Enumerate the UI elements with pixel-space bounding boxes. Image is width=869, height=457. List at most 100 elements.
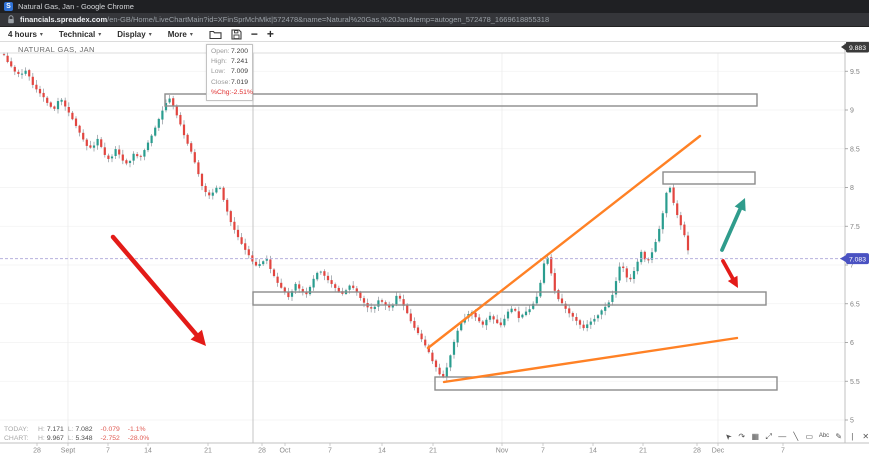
display-label: Display	[117, 29, 146, 39]
rectangle-tool-icon[interactable]: ▭	[805, 432, 814, 441]
svg-text:6.5: 6.5	[850, 301, 860, 308]
svg-text:21: 21	[429, 448, 437, 455]
svg-text:21: 21	[204, 448, 212, 455]
chart-change: -2.752	[100, 434, 120, 442]
drawings	[110, 93, 778, 391]
ohlc-low-row: Low: 7.009	[211, 67, 248, 77]
svg-text:28: 28	[33, 448, 41, 455]
display-dropdown[interactable]: Display ▾	[117, 30, 151, 39]
last-price-badge: 7.083	[849, 256, 866, 263]
session-legend: TODAY: H: 7.171 L: 7.082 -0.079 -1.1% CHART: H:…	[4, 426, 149, 443]
chart-symbol-title: NATURAL GAS, JAN	[18, 45, 95, 54]
chevron-down-icon: ▾	[39, 31, 43, 38]
chevron-down-icon: ▾	[98, 31, 102, 38]
svg-text:28: 28	[258, 448, 266, 455]
svg-text:Oct: Oct	[280, 448, 291, 455]
svg-text:6: 6	[850, 340, 854, 347]
url-bar[interactable]: financials.spreadex.com/en-GB/Home/LiveC…	[0, 13, 869, 27]
orange-trendline-shallow[interactable]	[442, 336, 739, 384]
teal-arrow-up[interactable]	[720, 198, 746, 252]
svg-text:9.5: 9.5	[850, 69, 860, 76]
more-dropdown[interactable]: More ▾	[168, 30, 193, 39]
low-value: 7.009	[230, 68, 248, 76]
horizontal-line-tool-icon[interactable]: —	[778, 432, 787, 441]
orange-trendline-steep[interactable]	[426, 134, 702, 350]
pencil-tool-icon[interactable]: ✎	[835, 432, 843, 441]
ohlc-close-row: Close: 7.019	[211, 78, 248, 88]
chart-low: 5.348	[75, 434, 93, 442]
rect-resistance-recent[interactable]	[662, 171, 756, 185]
close-value: 7.019	[230, 78, 248, 86]
minus-icon: −	[250, 27, 258, 41]
rect-support-mid[interactable]	[252, 291, 767, 306]
chart-menubar: 4 hours ▾ Technical ▾ Display ▾ More ▾	[0, 27, 869, 42]
today-high: 7.171	[46, 426, 64, 433]
lock-icon[interactable]	[7, 15, 15, 24]
chevron-down-icon: ▾	[189, 31, 193, 38]
svg-text:5.5: 5.5	[850, 379, 860, 386]
svg-text:8: 8	[850, 185, 854, 192]
high-value: 7.241	[230, 58, 248, 66]
price-badges: 9.883 7.083	[840, 41, 869, 265]
rect-support-low[interactable]	[434, 376, 778, 391]
timeframe-dropdown[interactable]: 4 hours ▾	[8, 30, 43, 39]
ohlc-grid-tool-icon[interactable]: ▦	[751, 432, 760, 441]
svg-text:Nov: Nov	[496, 448, 509, 455]
today-change-pct: -1.1%	[127, 426, 146, 433]
red-arrow-large-down[interactable]	[110, 234, 206, 346]
gridlines	[0, 43, 869, 444]
tab-title: Natural Gas, Jan - Google Chrome	[18, 2, 134, 11]
trendline-tool-icon[interactable]: ╲	[793, 432, 799, 441]
text-tool-icon[interactable]: Abc	[818, 433, 830, 439]
svg-text:Sept: Sept	[61, 448, 75, 455]
svg-text:5: 5	[850, 418, 854, 425]
svg-text:7: 7	[328, 448, 332, 455]
svg-text:9: 9	[850, 108, 854, 115]
delete-tool-icon[interactable]: ✕	[862, 432, 869, 441]
technical-dropdown[interactable]: Technical ▾	[59, 30, 101, 39]
spreadex-favicon: S	[4, 2, 13, 11]
ohlc-tooltip: Open: 7.200 High: 7.241 Low: 7.009 Close…	[206, 44, 253, 102]
url-path: /en-GB/Home/LiveChartMain?id=XFinSprMchM…	[107, 15, 550, 24]
window-titlebar[interactable]: S Natural Gas, Jan - Google Chrome	[0, 0, 869, 13]
red-arrow-small-down[interactable]	[721, 259, 738, 288]
chg-value: -2.51%	[231, 88, 253, 96]
rect-resistance-top[interactable]	[164, 93, 758, 107]
technical-label: Technical	[58, 29, 96, 39]
chevron-down-icon: ▾	[148, 31, 152, 38]
svg-text:7.5: 7.5	[850, 224, 860, 231]
url-text: financials.spreadex.com/en-GB/Home/LiveC…	[20, 15, 549, 24]
cursor-tool-icon[interactable]: ➤	[722, 430, 734, 443]
svg-text:8.5: 8.5	[850, 146, 860, 153]
candlestick-series	[2, 52, 690, 382]
divider: |	[851, 432, 854, 441]
price-axis[interactable]: 9.5 9 8.5 8 7.5 7 6.5 6 5.5 5	[845, 69, 860, 425]
channel-tool-icon[interactable]: ⤢	[765, 432, 772, 441]
ohlc-chg-row: %Chg: -2.51%	[211, 88, 253, 98]
open-chart-button[interactable]	[209, 29, 222, 40]
folder-open-icon	[209, 30, 222, 39]
svg-text:14: 14	[144, 448, 152, 455]
ohlc-high-row: High: 7.241	[211, 57, 248, 67]
url-domain: financials.spreadex.com	[20, 15, 108, 24]
today-legend-row: TODAY: H: 7.171 L: 7.082 -0.079 -1.1%	[4, 426, 146, 433]
save-chart-button[interactable]	[231, 28, 242, 40]
more-label: More	[167, 29, 187, 39]
ohlc-open-row: Open: 7.200	[211, 47, 248, 57]
svg-text:Dec: Dec	[712, 448, 725, 455]
zoom-out-button[interactable]: −	[250, 27, 258, 41]
plus-icon: +	[266, 27, 274, 41]
svg-text:7: 7	[541, 448, 545, 455]
chart-high: 9.967	[46, 434, 64, 442]
draw-toolbar: ➤ ↷ ▦ ⤢ — ╲ ▭ Abc ✎ | ✕	[723, 431, 869, 442]
high-price-badge: 9.883	[849, 45, 866, 52]
freehand-tool-icon[interactable]: ↷	[738, 432, 746, 441]
timeframe-label: 4 hours	[8, 29, 37, 39]
date-axis[interactable]: 28 Sept 7 14 21 28 Oct 7 14 21 Nov 7 14 21 28 Dec 7	[33, 443, 785, 455]
today-change: -0.079	[100, 426, 120, 433]
svg-text:14: 14	[589, 448, 597, 455]
chart-legend-row: CHART: H: 9.967 L: 5.348 -2.752 -28.0%	[4, 434, 150, 442]
zoom-in-button[interactable]: +	[266, 27, 274, 41]
